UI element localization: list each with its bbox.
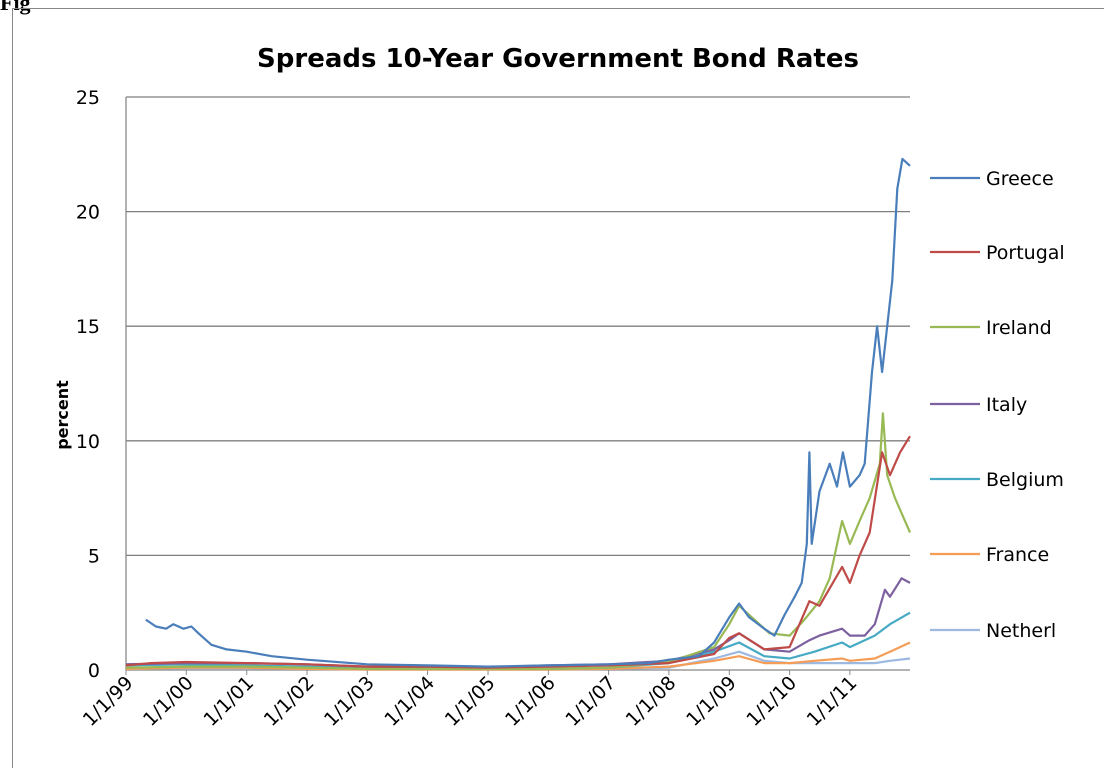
x-tick-label: 1/1/02 [260,672,319,731]
x-axis-ticks: 1/1/99 1/1/00 1/1/01 1/1/02 1/1/03 1/1/04 1/1/… [79,670,862,731]
x-tick-label: 1/1/00 [139,672,198,731]
y-tick-label: 5 [88,545,100,567]
y-axis-ticks: 0 5 10 15 20 25 [76,87,100,682]
y-tick-label: 0 [88,660,100,682]
figure-label: Fig [0,0,31,15]
y-tick-label: 15 [76,316,100,338]
y-tick-label: 20 [76,202,100,224]
gridlines [125,96,910,671]
x-tick-label: 1/1/08 [622,672,681,731]
x-tick-label: 1/1/10 [742,672,801,731]
x-tick-label: 1/1/05 [441,672,500,731]
x-tick-label: 1/1/07 [561,672,620,731]
legend: Greece Portugal Ireland Italy Belgium France N… [930,168,1065,642]
x-tick-label: 1/1/06 [501,672,560,731]
x-tick-label: 1/1/03 [320,672,379,731]
y-tick-label: 25 [76,87,100,109]
legend-label: Portugal [986,242,1065,264]
legend-label: Netherl [986,620,1056,642]
series-lines [125,157,912,671]
series-line-italy [125,577,911,669]
series-line-ireland [125,412,912,670]
legend-label: France [986,544,1049,566]
x-tick-label: 1/1/09 [682,672,741,731]
x-tick-label: 1/1/11 [803,672,862,731]
x-tick-label: 1/1/04 [380,672,439,731]
y-tick-label: 10 [76,431,100,453]
chart-title: Spreads 10-Year Government Bond Rates [257,44,859,74]
x-tick-label: 1/1/01 [199,672,258,731]
legend-label: Italy [986,394,1027,416]
series-line-portugal [125,435,911,669]
chart-frame [12,8,1104,768]
y-axis-label: percent [53,380,72,450]
legend-label: Belgium [986,469,1064,491]
legend-label: Ireland [986,317,1052,339]
legend-label: Greece [986,168,1054,190]
series-line-greece [145,157,911,668]
